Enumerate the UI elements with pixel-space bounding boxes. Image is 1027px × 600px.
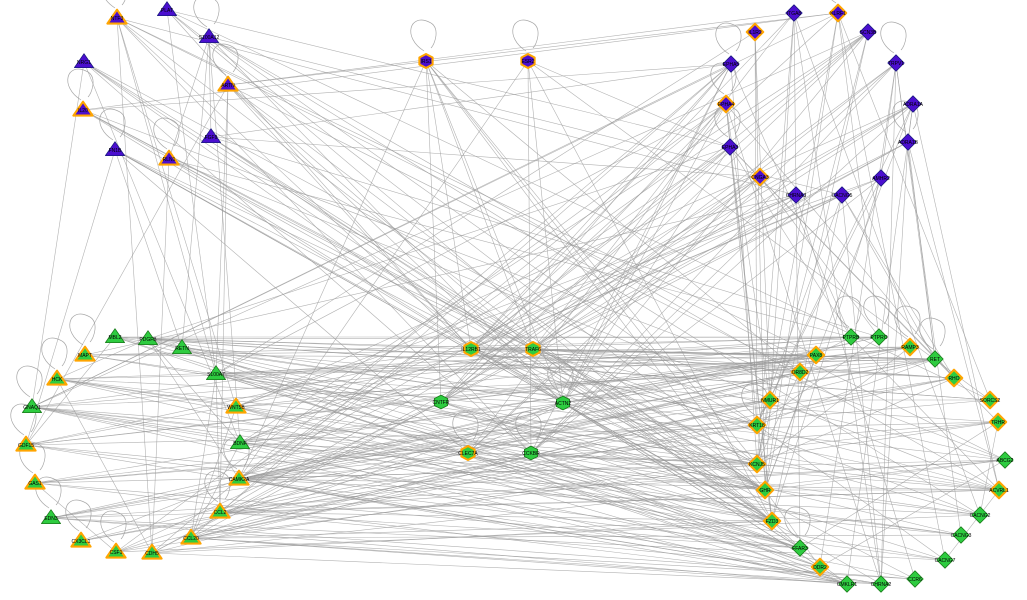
svg-text:NTF3: NTF3 (111, 16, 124, 22)
svg-text:CX3CL1: CX3CL1 (72, 539, 91, 545)
svg-text:CAMK2A: CAMK2A (229, 477, 250, 483)
svg-text:ABCG2: ABCG2 (997, 458, 1014, 464)
svg-text:CNTFR: CNTFR (433, 400, 450, 406)
svg-text:CCKBR: CCKBR (522, 451, 540, 457)
svg-text:TRAF6: TRAF6 (525, 347, 541, 353)
svg-text:NMUR1: NMUR1 (761, 398, 779, 404)
svg-text:CACNG3: CACNG3 (951, 533, 972, 539)
svg-text:FZD3: FZD3 (766, 519, 779, 525)
svg-text:PTPRO: PTPRO (870, 335, 887, 341)
svg-text:EPHA5: EPHA5 (723, 62, 740, 68)
svg-text:CACNG5: CACNG5 (832, 193, 853, 199)
svg-text:KCNJ5: KCNJ5 (749, 462, 765, 468)
svg-text:CHRNA2: CHRNA2 (871, 582, 892, 588)
svg-text:OR8D2: OR8D2 (792, 370, 809, 376)
svg-text:KRT18: KRT18 (749, 423, 765, 429)
svg-text:EPHA3: EPHA3 (722, 145, 739, 151)
svg-text:TRHR: TRHR (991, 420, 1005, 426)
svg-text:MBL2: MBL2 (108, 335, 121, 341)
svg-text:GAS1: GAS1 (28, 481, 42, 487)
svg-text:GHR: GHR (759, 488, 771, 494)
svg-text:BDNF: BDNF (233, 441, 247, 447)
svg-text:MAPT: MAPT (78, 353, 92, 359)
svg-text:EPHA4: EPHA4 (718, 102, 735, 108)
svg-text:CHRNA3: CHRNA3 (786, 193, 807, 199)
svg-text:ITGA8: ITGA8 (787, 11, 802, 17)
svg-text:DDR2: DDR2 (813, 565, 827, 571)
svg-text:CCL20: CCL20 (183, 536, 199, 542)
svg-text:IL12RB1: IL12RB1 (461, 347, 481, 353)
svg-text:RHO: RHO (948, 376, 959, 382)
svg-text:EDN3: EDN3 (44, 516, 58, 522)
svg-text:AMHR2: AMHR2 (872, 176, 890, 182)
svg-text:CCR6: CCR6 (908, 577, 922, 583)
svg-text:ACVRL1: ACVRL1 (989, 488, 1009, 494)
svg-text:CACNG2: CACNG2 (970, 513, 991, 519)
svg-text:CMKLR1: CMKLR1 (837, 582, 858, 588)
svg-text:IRS1: IRS1 (420, 59, 431, 65)
svg-text:IL20: IL20 (78, 108, 88, 114)
svg-text:S100A7: S100A7 (207, 372, 225, 378)
svg-text:GDF15: GDF15 (18, 443, 34, 449)
svg-text:RAMP3: RAMP3 (901, 345, 918, 351)
svg-text:HCK: HCK (52, 377, 63, 383)
svg-text:ADRA1A: ADRA1A (903, 102, 924, 108)
svg-text:ACTN2: ACTN2 (555, 401, 572, 407)
svg-text:FN1B: FN1B (109, 148, 122, 154)
svg-text:SORCS2: SORCS2 (980, 398, 1001, 404)
svg-text:S100A12: S100A12 (199, 35, 220, 41)
svg-text:WNT5B: WNT5B (227, 405, 245, 411)
svg-text:PAX8: PAX8 (810, 353, 823, 359)
svg-text:FFAR3: FFAR3 (792, 546, 808, 552)
svg-text:ESR2: ESR2 (521, 59, 534, 65)
svg-text:FGF9: FGF9 (205, 135, 218, 141)
svg-text:GNAQ1: GNAQ1 (23, 405, 41, 411)
svg-text:CACNG7: CACNG7 (935, 558, 956, 564)
svg-text:RETN: RETN (175, 346, 189, 352)
svg-text:PTPRB: PTPRB (843, 335, 860, 341)
svg-text:SCN3B: SCN3B (860, 30, 877, 36)
svg-text:RLN1: RLN1 (163, 157, 176, 163)
svg-text:KLRF1: KLRF1 (830, 11, 846, 17)
svg-text:CLEC7A: CLEC7A (458, 451, 478, 457)
svg-text:CDH5: CDH5 (145, 551, 159, 557)
svg-text:CNGA3: CNGA3 (751, 175, 768, 181)
svg-text:IL1R2: IL1R2 (748, 30, 762, 36)
svg-text:CSF1: CSF1 (110, 550, 123, 556)
svg-text:ARTN: ARTN (221, 83, 235, 89)
svg-text:NRG1: NRG1 (77, 60, 91, 66)
svg-text:CCL2: CCL2 (214, 510, 227, 516)
svg-text:PLAT: PLAT (161, 8, 173, 14)
svg-text:PDGFB: PDGFB (139, 337, 157, 343)
svg-text:ADRA1B: ADRA1B (898, 140, 919, 146)
svg-text:RET: RET (930, 357, 940, 363)
svg-text:TRPV1: TRPV1 (888, 61, 904, 67)
